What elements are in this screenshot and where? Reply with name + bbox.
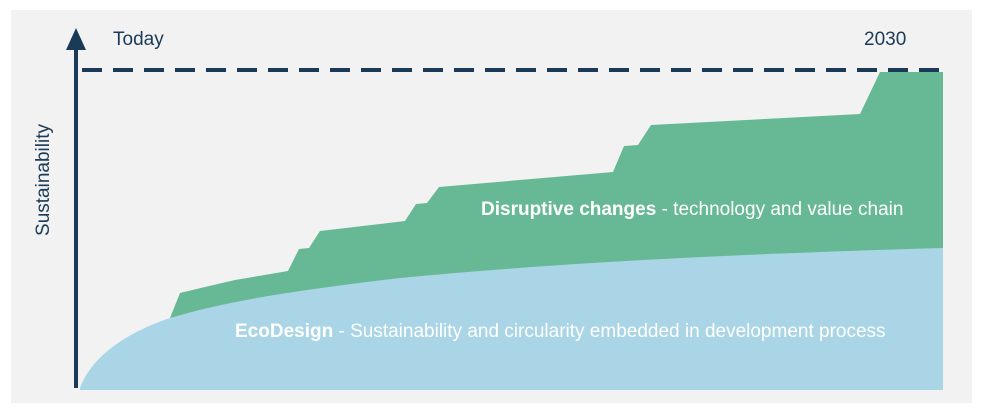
disruptive-changes-title: Disruptive changes — [481, 199, 657, 220]
ecodesign-title: EcoDesign — [235, 321, 334, 342]
ecodesign-label: EcoDesign - Sustainability and circulari… — [235, 321, 886, 343]
y-axis-label: Sustainability — [33, 124, 54, 236]
ecodesign-area — [80, 248, 943, 390]
start-label: Today — [113, 29, 164, 50]
ecodesign-description: - Sustainability and circularity embedde… — [333, 321, 886, 342]
end-label: 2030 — [864, 29, 907, 50]
y-axis-arrowhead — [66, 28, 86, 50]
disruptive-changes-description: - technology and value chain — [656, 199, 904, 220]
disruptive-changes-label: Disruptive changes - technology and valu… — [481, 199, 903, 221]
